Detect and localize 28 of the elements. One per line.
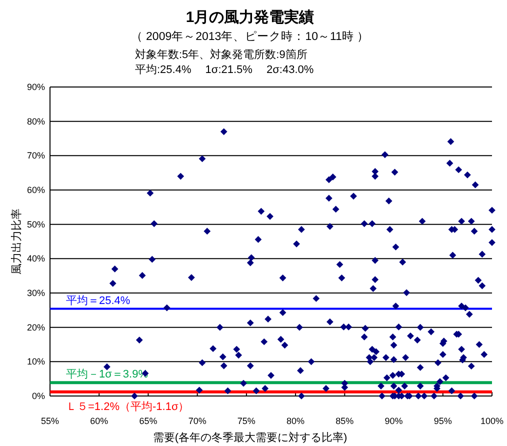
x-tick-label: 65% <box>139 416 158 426</box>
x-tick-label: 100% <box>480 416 504 426</box>
y-tick-label: 40% <box>26 254 45 264</box>
x-tick-label: 70% <box>188 416 206 426</box>
chart-subtitle: （ 2009年～2013年、ピーク時：10～11時 ） <box>130 30 370 43</box>
ref-line-label: 平均＝25.4% <box>66 294 130 307</box>
y-tick-label: 90% <box>26 82 45 92</box>
x-tick-label: 95% <box>434 416 452 426</box>
x-axis-title: 需要(各年の冬季最大需要に対する比率) <box>152 431 348 444</box>
x-tick-label: 85% <box>336 416 354 426</box>
y-tick-label: 60% <box>26 185 45 195</box>
x-tick-label: 75% <box>237 416 256 426</box>
y-tick-label: 30% <box>26 288 45 298</box>
y-tick-label: 10% <box>26 356 45 367</box>
x-tick-label: 90% <box>384 416 403 426</box>
y-tick-label: 50% <box>26 219 45 230</box>
y-tick-label: 70% <box>26 150 45 161</box>
chart-title: 1月の風力発電実績 <box>186 8 314 26</box>
x-tick-label: 80% <box>286 416 305 426</box>
ref-line-label: Ｌ５=1.2%（平均-1.1σ） <box>66 401 190 413</box>
text: 対象年数:5年、対象発電所数:9箇所 <box>135 48 308 61</box>
x-tick-label: 60% <box>90 416 108 426</box>
x-tick-label: 55% <box>40 416 60 426</box>
y-tick-label: 20% <box>26 322 45 332</box>
y-axis-title: 風力出力比率 <box>10 208 23 274</box>
y-tick-label: 80% <box>26 116 45 126</box>
y-tick-label: 0% <box>32 391 45 401</box>
text: 平均:25.4% 1σ:21.5% 2σ:43.0% <box>135 64 314 76</box>
